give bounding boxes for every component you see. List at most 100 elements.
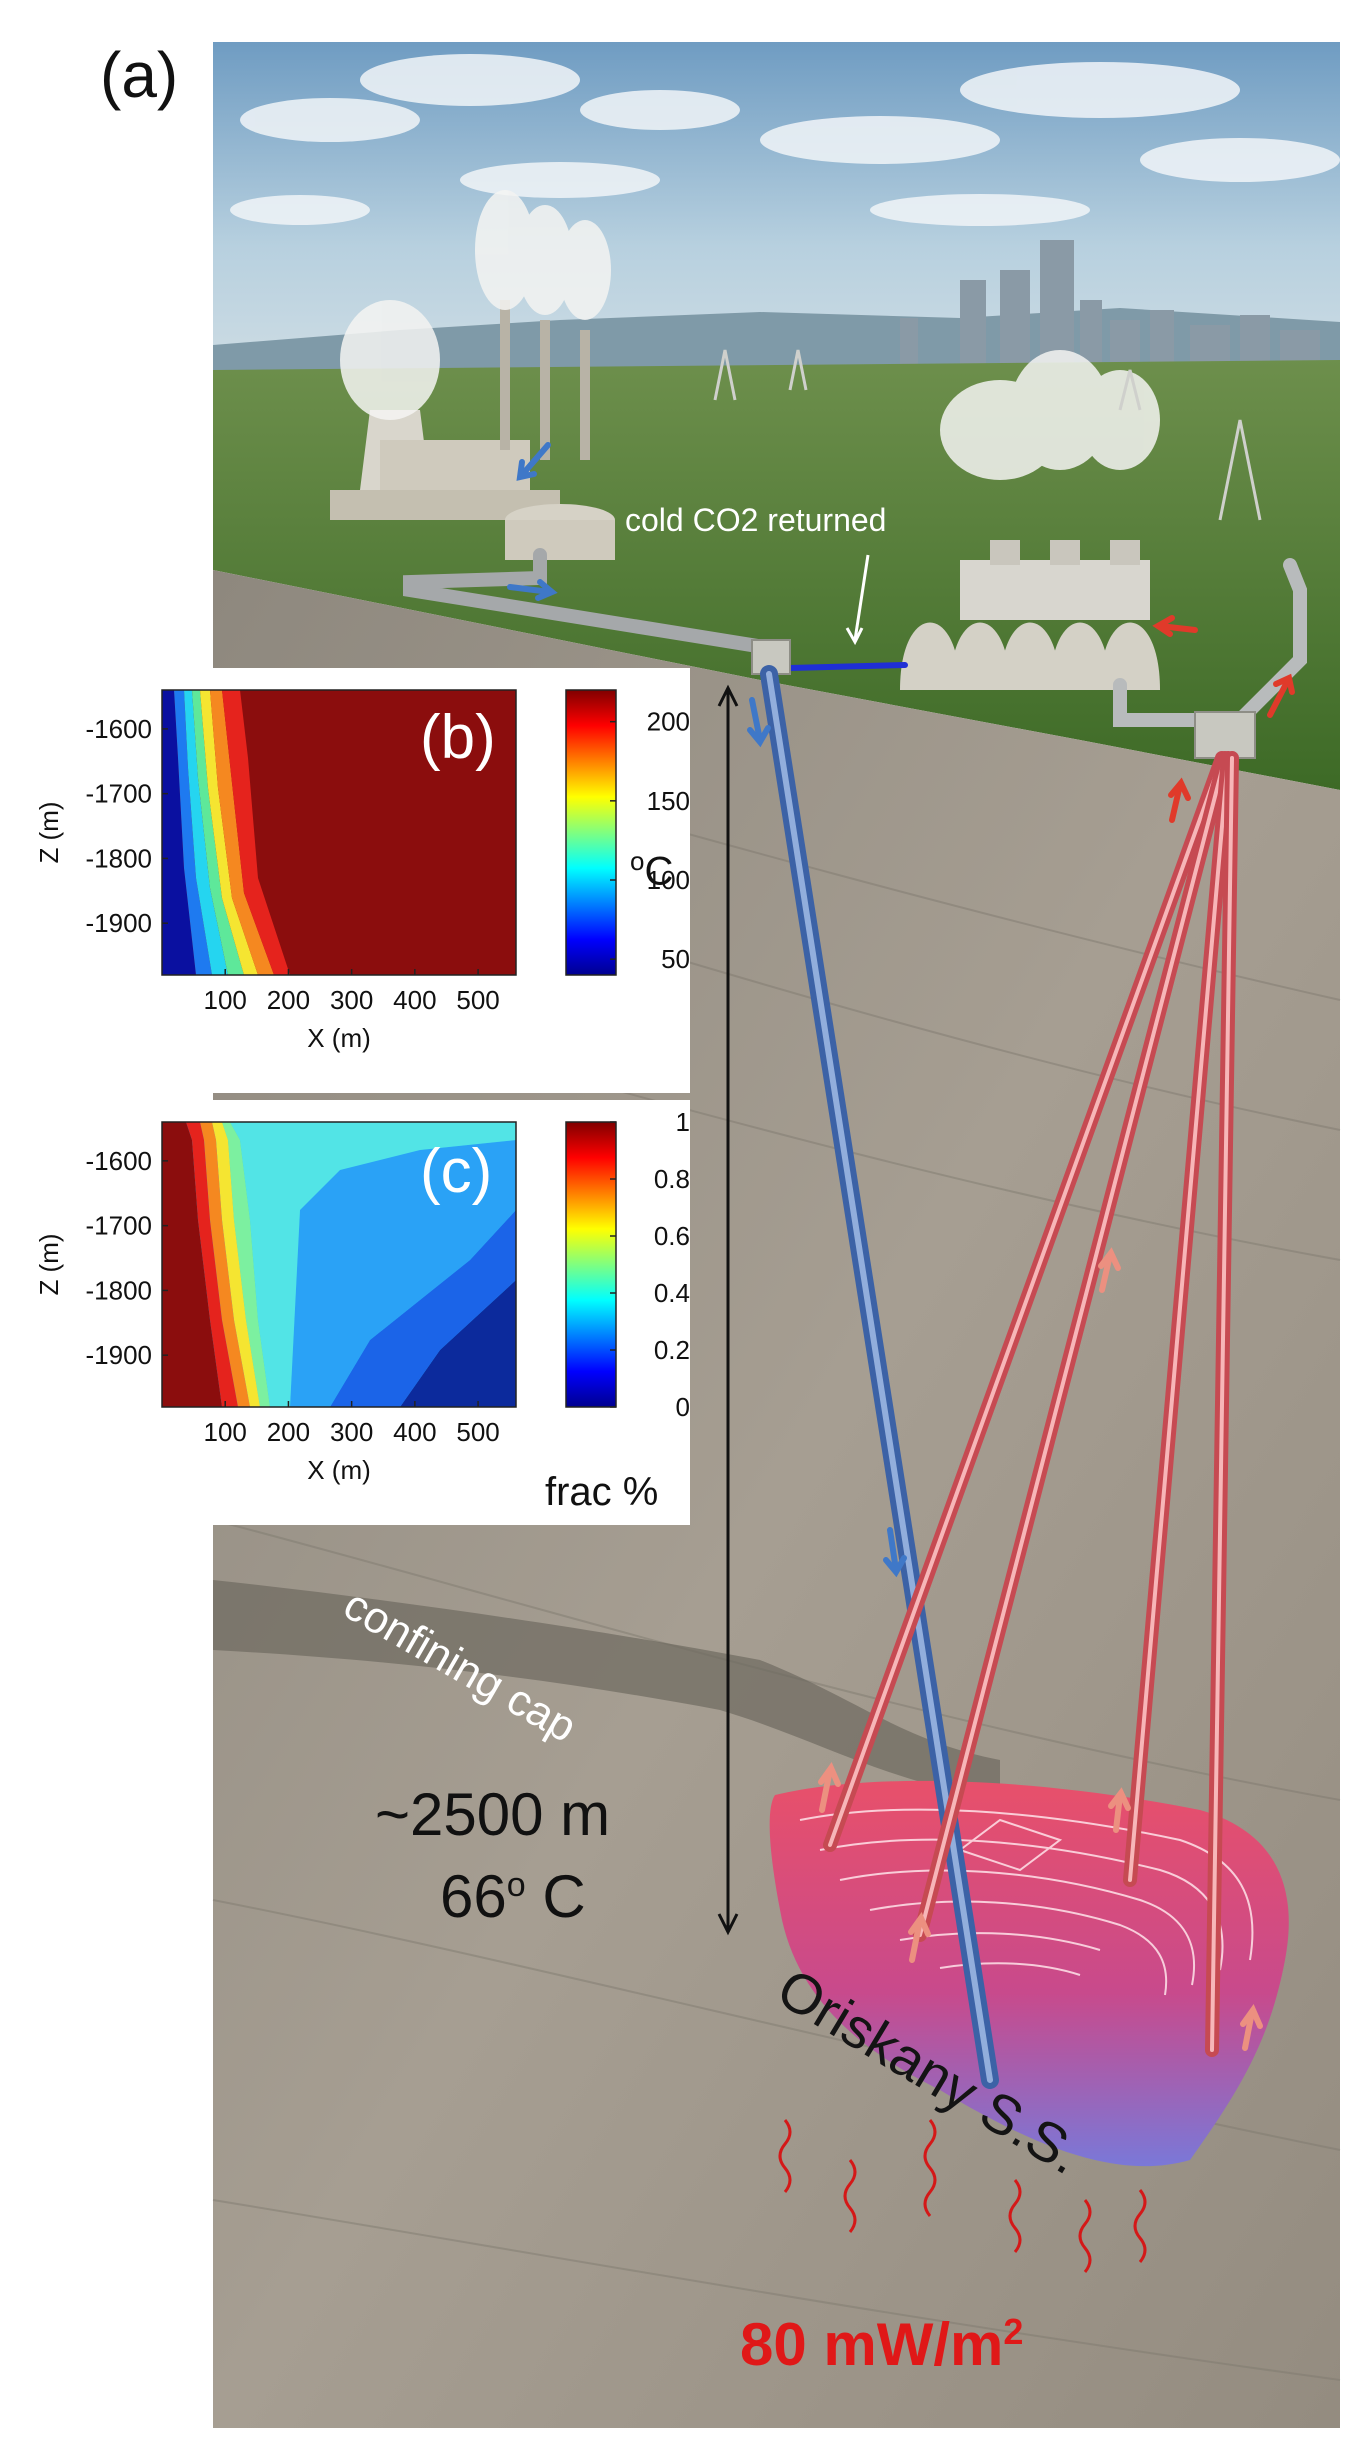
- clouds: [230, 54, 1340, 226]
- colorbar-b: [565, 689, 617, 976]
- y-tick-label: -1800: [86, 1275, 153, 1305]
- colorbar-label-c: frac %: [545, 1470, 659, 1514]
- surface-pipes: [403, 548, 1307, 727]
- x-axis-label: X (m): [307, 1455, 371, 1485]
- heat-flux-squiggles: [778, 2119, 1147, 2273]
- unit-super-b: o: [630, 846, 645, 876]
- contour-yellow: [212, 1122, 260, 1407]
- panel-label-c: (c): [420, 1137, 493, 1206]
- red-flow-arrow: [1098, 1247, 1121, 1293]
- injection-well: [760, 665, 999, 2089]
- contour-red: [186, 1122, 238, 1407]
- x-tick-label: 200: [267, 985, 310, 1015]
- inset-c-axes: 100 200 300 400 500 -1600 -1700 -1800 -1900 X (m)…: [34, 1146, 500, 1485]
- colorbar-tick-label: 0.8: [654, 1164, 690, 1194]
- colorbar-b-ticks: 200 150 100 50: [610, 707, 690, 974]
- red-flow-arrow: [1108, 1787, 1131, 1833]
- contour-azure: [290, 1122, 516, 1407]
- colorbar-c-ticks: 1 0.8 0.6 0.4 0.2 0: [610, 1107, 690, 1422]
- contour-orange: [200, 1122, 250, 1407]
- x-tick-label: 100: [204, 985, 247, 1015]
- flow-arrows: [507, 442, 1295, 2051]
- contour-orange: [210, 690, 274, 975]
- contour-cyan-top: [230, 1122, 516, 1407]
- inset-b-axes: 100 200 300 400 500 -1600 -1700 -1800 -1900 X (m)…: [34, 714, 500, 1053]
- y-axis-label: Z (m): [34, 801, 64, 863]
- heat-flux-value: 80 mW/m: [740, 2311, 1004, 2378]
- blue-flow-arrow: [507, 579, 558, 601]
- colorbar-tick-label: 0: [676, 1392, 690, 1422]
- colorbar-tick-label: 50: [661, 944, 690, 974]
- inset-b-temperature: 100 200 300 400 500 -1600 -1700 -1800 -1900 X (m)…: [0, 668, 690, 1093]
- blue-flow-arrow: [516, 442, 551, 481]
- panel-label-b: (b): [420, 703, 496, 772]
- y-tick-label: -1600: [86, 714, 153, 744]
- x-tick-label: 200: [267, 1417, 310, 1447]
- unit-main-b: C: [644, 849, 674, 894]
- heat-flux-exponent: 2: [1003, 2311, 1024, 2352]
- y-tick-label: -1700: [86, 1211, 153, 1241]
- temperature-value: 66: [440, 1863, 507, 1930]
- contour-yellow: [200, 690, 258, 975]
- red-flow-arrow: [1267, 673, 1295, 718]
- cold-co2-pointer: [845, 554, 870, 646]
- colorbar-tick-label: 1: [676, 1107, 690, 1137]
- depth-label: ~2500 m: [375, 1781, 611, 1848]
- red-flow-arrow: [1240, 2003, 1263, 2051]
- x-tick-label: 500: [456, 1417, 499, 1447]
- contour-cyan: [184, 690, 228, 975]
- red-flow-arrow: [1152, 615, 1198, 637]
- red-flow-arrow: [818, 1761, 841, 1813]
- x-tick-label: 100: [204, 1417, 247, 1447]
- colorbar-tick-label: 200: [647, 707, 690, 737]
- temperature-unit: C: [525, 1863, 586, 1930]
- contour-red: [222, 690, 290, 975]
- colorbar-tick-label: 0.2: [654, 1335, 690, 1365]
- x-tick-label: 500: [456, 985, 499, 1015]
- heat-flux-label: 80 mW/m2: [740, 2310, 1023, 2379]
- contour-blue: [162, 690, 196, 975]
- blue-flow-arrow: [747, 697, 771, 748]
- red-flow-arrow: [908, 1911, 931, 1963]
- transmission-towers: [713, 349, 1262, 521]
- contour-green: [222, 1122, 270, 1407]
- confining-cap-layer: [213, 1580, 1000, 1800]
- power-plant: [330, 300, 615, 560]
- y-tick-label: -1900: [86, 1340, 153, 1370]
- red-flow-arrow: [1168, 777, 1191, 823]
- colorbar-c: [565, 1121, 617, 1408]
- colorbar-tick-label: 100: [647, 865, 690, 895]
- x-tick-label: 300: [330, 985, 373, 1015]
- production-wells: [823, 751, 1239, 2057]
- depth-arrow: [717, 684, 739, 1936]
- temperature-label: 66o C: [440, 1862, 586, 1931]
- x-axis-label: X (m): [307, 1023, 371, 1053]
- inset-c-fraction: 100 200 300 400 500 -1600 -1700 -1800 -1900 X (m)…: [0, 1100, 690, 1525]
- cold-co2-label: cold CO2 returned: [625, 502, 887, 538]
- contour-azure: [174, 690, 212, 975]
- x-tick-label: 400: [393, 985, 436, 1015]
- contour-green: [192, 690, 244, 975]
- y-tick-label: -1600: [86, 1146, 153, 1176]
- contour-darkred: [162, 1122, 222, 1407]
- y-tick-label: -1900: [86, 908, 153, 938]
- unit-label-b: oC: [630, 846, 673, 894]
- degree-superscript: o: [506, 1866, 526, 1904]
- contour-blue: [330, 1210, 516, 1407]
- y-tick-label: -1800: [86, 843, 153, 873]
- colorbar-tick-label: 0.4: [654, 1278, 690, 1308]
- y-axis-label: Z (m): [34, 1233, 64, 1295]
- plot-area: [161, 689, 517, 976]
- plot-area: [161, 1121, 517, 1408]
- geothermal-plant: [900, 540, 1160, 690]
- inset-b-plot: 100 200 300 400 500 -1600 -1700 -1800 -1900 X (m)…: [34, 689, 690, 1053]
- panel-label-a: (a): [100, 39, 179, 111]
- contour-navy: [400, 1280, 516, 1407]
- blue-flow-arrow: [883, 1527, 907, 1578]
- y-tick-label: -1700: [86, 779, 153, 809]
- steam-plumes: [340, 190, 1160, 480]
- colorbar-tick-label: 150: [647, 786, 690, 816]
- x-tick-label: 300: [330, 1417, 373, 1447]
- inset-c-plot: 100 200 300 400 500 -1600 -1700 -1800 -1900 X (m)…: [34, 1107, 690, 1485]
